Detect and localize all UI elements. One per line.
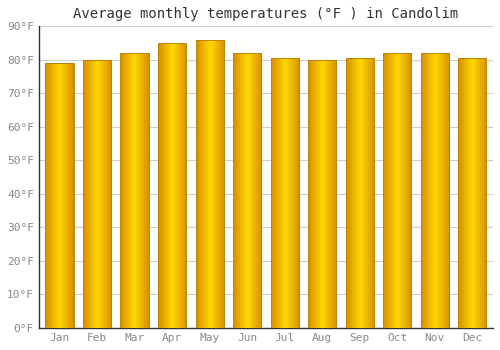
Bar <box>196 40 224 328</box>
Bar <box>83 60 111 328</box>
Bar <box>308 60 336 328</box>
Bar <box>233 53 261 328</box>
Bar <box>421 53 449 328</box>
Bar <box>383 53 412 328</box>
Bar <box>346 58 374 328</box>
Bar <box>120 53 148 328</box>
Bar <box>270 58 299 328</box>
Title: Average monthly temperatures (°F ) in Candolim: Average monthly temperatures (°F ) in Ca… <box>74 7 458 21</box>
Bar <box>158 43 186 328</box>
Bar <box>46 63 74 328</box>
Bar <box>458 58 486 328</box>
